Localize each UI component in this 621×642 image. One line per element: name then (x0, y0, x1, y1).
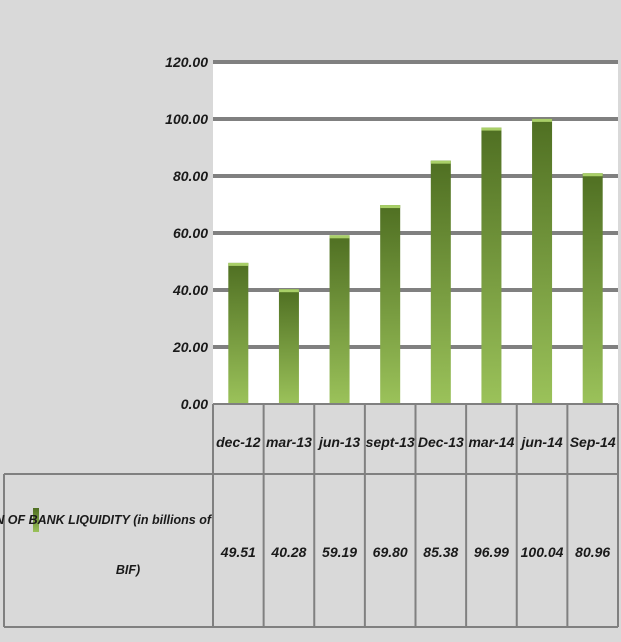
bar-cap (228, 262, 249, 266)
y-tick-label: 40.00 (172, 282, 208, 298)
bar-cap (582, 173, 603, 177)
bar (532, 118, 553, 405)
data-value-label: 69.80 (373, 544, 408, 560)
category-label: mar-13 (266, 434, 312, 450)
data-value-label: 100.04 (521, 544, 564, 560)
bar (228, 262, 249, 404)
y-tick-label: 120.00 (165, 54, 208, 70)
bar-series (228, 118, 603, 405)
bar-cap (380, 205, 401, 209)
legend-label-line: EVOLUTION OF BANK LIQUIDITY (in billions… (0, 513, 213, 527)
y-tick-label: 80.00 (173, 168, 208, 184)
y-tick-label: 20.00 (172, 339, 208, 355)
bar-cap (430, 160, 451, 164)
legend-swatch (33, 508, 39, 532)
legend: EVOLUTION OF BANK LIQUIDITY (in billions… (0, 508, 213, 577)
bar-cap (329, 235, 350, 239)
bar (481, 127, 502, 405)
category-label: mar-14 (468, 434, 514, 450)
data-value-label: 85.38 (423, 544, 458, 560)
data-table (3, 403, 619, 628)
data-value-label: 96.99 (474, 544, 509, 560)
category-labels: dec-12 mar-13 jun-13 sept-13 Dec-13 mar-14 jun… (216, 434, 616, 450)
bar-cap (278, 289, 299, 293)
category-label: dec-12 (216, 434, 261, 450)
category-label: jun-13 (317, 434, 360, 450)
data-value-label: 40.28 (270, 544, 306, 560)
category-label: jun-14 (519, 434, 562, 450)
y-tick-label: 60.00 (173, 225, 208, 241)
y-axis-tick-labels: 0.00 20.00 40.00 60.00 80.00 100.00 120.00 (165, 54, 208, 412)
data-value-label: 59.19 (322, 544, 357, 560)
category-label: sept-13 (366, 434, 415, 450)
bar (278, 289, 299, 404)
data-value-label: 80.96 (575, 544, 610, 560)
bar (380, 205, 401, 404)
y-tick-label: 0.00 (181, 396, 208, 412)
bar-cap (532, 118, 553, 122)
data-value-label: 49.51 (220, 544, 256, 560)
y-tick-label: 100.00 (165, 111, 208, 127)
bar-cap (481, 127, 502, 131)
bar (582, 173, 603, 404)
category-label: Dec-13 (418, 434, 464, 450)
legend-label-line: BIF) (116, 563, 140, 577)
data-table-values: 49.51 40.28 59.19 69.80 85.38 96.99 100.04 80.9… (220, 544, 611, 560)
bar (430, 160, 451, 404)
category-label: Sep-14 (570, 434, 616, 450)
bar (329, 235, 350, 404)
